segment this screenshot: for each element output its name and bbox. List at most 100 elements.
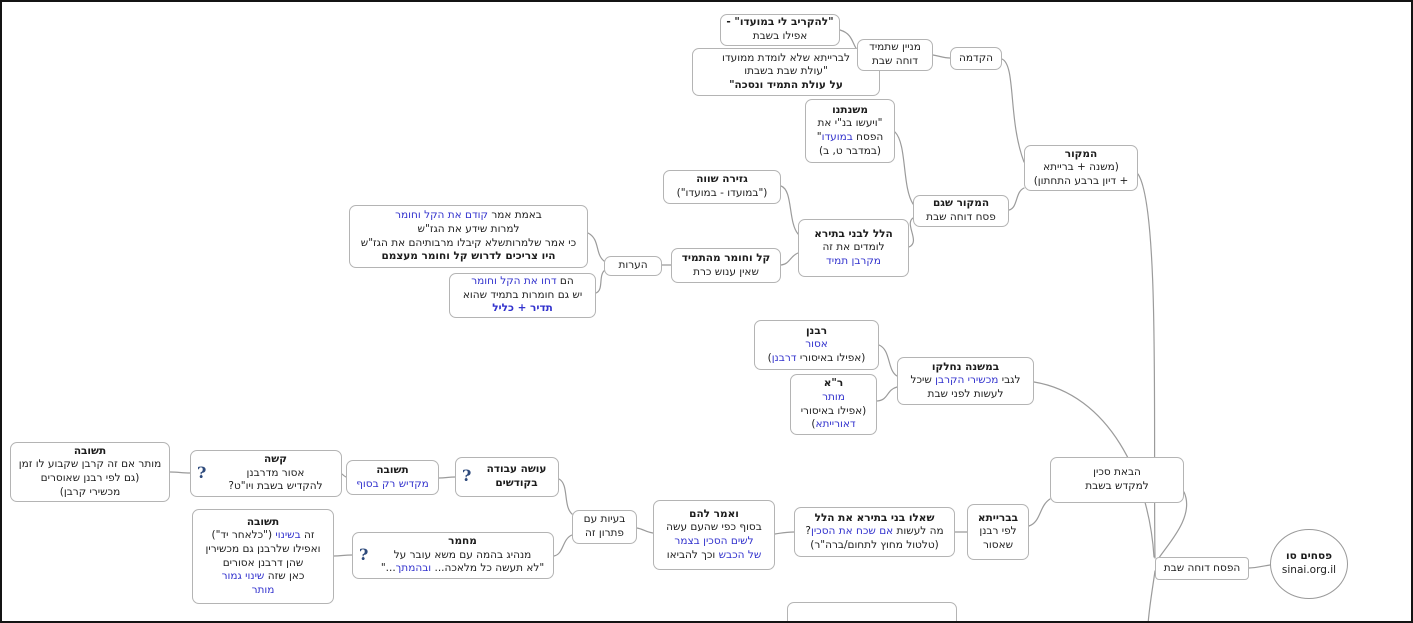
text-line: תשובה (246, 515, 280, 528)
text-line: מכשירי קרבן) (59, 485, 121, 498)
text-segment: לגבי (998, 374, 1021, 387)
text-segment-highlight: בשינוי (275, 529, 301, 542)
node-intro-quote[interactable]: "להקריב לי במועדו" - אפילו בשבת (720, 14, 840, 46)
node-rabanan[interactable]: רבנן אסור (אפילו באיסורי דרבנן) (754, 320, 879, 370)
node-tshuva-shinui[interactable]: תשובה זה בשינוי ("כלאחר יד") ואפילו שלרב… (192, 509, 334, 604)
text-line: ואפילו שלרבנן גם מכשירין (205, 542, 321, 555)
node-tshuva-makdish[interactable]: תשובה מקדיש רק בסוף (346, 460, 439, 495)
text-line: של הכבש וכך להביאו (659, 549, 769, 563)
text-line: מנהיג בהמה עם משא עובר על (393, 548, 532, 561)
connector (333, 554, 353, 557)
text-line: אפילו בשבת (752, 30, 808, 42)
text-line: כי אמר שלמרותשלא קיבלו מרבותיהם את הגז"ש (360, 236, 577, 249)
text-line: במשנה נחלקו (931, 360, 1000, 373)
text-line: "ויעשו בנ"י את (817, 117, 883, 130)
text-line: הבאת סכין (1093, 466, 1141, 479)
text-line: הערות (618, 259, 648, 272)
node-hem-dachu[interactable]: הם דחו את הקל וחומר יש גם חומרות בתמיד ש… (449, 273, 596, 318)
question-icon: ? (359, 544, 369, 564)
node-bayot-im-pitaron[interactable]: בעיות עם פתרון זה (572, 510, 637, 544)
connector (438, 476, 456, 479)
connector (878, 344, 898, 377)
text-line: באמת אמר קודם את הקל וחומר (355, 209, 582, 223)
node-hapesach-doche-shabat[interactable]: הפסח דוחה שבת (1155, 557, 1249, 580)
connector (553, 534, 573, 557)
node-machmar[interactable]: ? מחמר מנהיג בהמה עם משא עובר על "לא תעש… (352, 532, 554, 579)
connector (908, 217, 915, 248)
node-kashe[interactable]: ? קשה אסור מדרבנן להקדיש בשבת ויו"ט? (190, 450, 342, 497)
connector (876, 386, 898, 402)
connector (341, 473, 347, 478)
root-title: פסחים סו (1285, 550, 1333, 563)
node-havaat-sakin[interactable]: הבאת סכין למקדש בשבת (1050, 457, 1184, 503)
connector (558, 478, 573, 515)
text-segment-highlight: אם שכח את הסכין (810, 525, 894, 538)
text-line: תשובה (376, 463, 409, 476)
text-segment-highlight: דרבנן (771, 351, 797, 364)
text-segment: (אפילו באיסורי (796, 351, 866, 364)
text-segment: כאן שזה (264, 570, 305, 583)
node-shaalu-bnei-batira[interactable]: שאלו בני בתירא את הלל מה לעשות אם שכח את… (794, 507, 955, 557)
node-hillel-bnei-batira[interactable]: הלל לבני בתירא לומדים את זה מקרבן תמיד (798, 219, 909, 277)
connector (169, 471, 191, 474)
text-segment: הם (556, 275, 574, 288)
root-site-label: sinai.org.il (1281, 564, 1337, 576)
node-cutoff-bottom[interactable] (787, 602, 957, 621)
connector (1147, 570, 1156, 621)
node-ose-avoda[interactable]: ? עושה עבודה בקודשים (455, 457, 559, 497)
text-line: ("במועדו - במועדו") (676, 187, 768, 199)
node-gzera-shava[interactable]: גזירה שווה ("במועדו - במועדו") (663, 170, 781, 204)
text-line: (טלטול מחוץ לתחום/ברה"ר) (810, 538, 939, 551)
root-node-pesachim-66[interactable]: פסחים סו sinai.org.il (1270, 529, 1348, 599)
text-line: שאלו בני בתירא את הלל (814, 511, 935, 524)
node-kal-vachomer[interactable]: קל וחומר מהתמיד שאין ענוש כרת (671, 248, 781, 283)
connector (780, 252, 799, 266)
text-line: למקדש בשבת (1085, 480, 1149, 492)
text-segment: באמת אמר (487, 209, 542, 222)
text-line: לפי רבנן (979, 525, 1017, 538)
text-line: אסור (805, 338, 828, 351)
node-babraita[interactable]: בברייתא לפי רבנן שאסור (967, 504, 1029, 560)
text-segment: ) (811, 418, 816, 431)
text-line: שהן דרבנן אסורים (222, 556, 304, 569)
node-mishnatenu[interactable]: משנתנו "ויעשו בנ"י את הפסח במועדו" (במדב… (805, 99, 895, 163)
text-segment: ? (805, 525, 811, 538)
text-line: שאין ענוש כרת (693, 265, 759, 278)
text-line: על עולת התמיד ונסכה" (729, 78, 843, 91)
text-line: מניין שתמיד (869, 41, 921, 54)
node-minyan-tamid[interactable]: מניין שתמיד דוחה שבת (857, 39, 933, 71)
text-line: אסור מדרבנן (246, 466, 305, 479)
text-line: המקור (1064, 147, 1098, 160)
text-line: הפסח דוחה שבת (1163, 561, 1241, 574)
node-hearot[interactable]: הערות (604, 256, 662, 276)
text-line: קל וחומר מהתמיד (681, 251, 771, 264)
text-line: יש גם חומרות בתמיד שהוא (462, 288, 583, 301)
text-segment: ("כלאחר יד") (211, 529, 276, 542)
node-bamishna-nechleku[interactable]: במשנה נחלקו לגבי מכשירי הקרבן שיכל לעשות… (897, 357, 1034, 405)
text-line: לומדים את זה (822, 241, 885, 254)
connector (1156, 491, 1188, 562)
text-line: (אפילו באיסורי (800, 404, 867, 417)
text-segment: שיכל (910, 374, 936, 387)
connector (595, 269, 606, 294)
text-segment: "לא תעשה כל מלאכה... (431, 562, 545, 575)
node-makor-shegam[interactable]: המקור שגם פסח דוחה שבת (913, 195, 1009, 227)
node-rabbi-eliezer[interactable]: ר"א מותר (אפילו באיסורי דאורייתא) (790, 374, 877, 435)
connector (780, 185, 799, 235)
node-veamar-lahem[interactable]: ואמר להם בסוף כפי שהעם עשה לשים הסכין בצ… (653, 500, 775, 570)
connector (587, 232, 605, 262)
node-hakdama[interactable]: הקדמה (950, 47, 1002, 70)
node-hamakor[interactable]: המקור (משנה + ברייתא + דיון ברבע התחתון) (1024, 145, 1138, 191)
text-line: בסוף כפי שהעם עשה (666, 521, 762, 534)
text-line: קשה (264, 453, 287, 466)
node-braita-top[interactable]: לברייתא שלא לומדת ממועדו "עולת שבת בשבתו… (692, 48, 880, 96)
text-line: הקדמה (958, 51, 994, 64)
text-segment-highlight: דאורייתא (815, 418, 856, 431)
text-line: פתרון זה (585, 527, 624, 539)
text-line: בעיות עם (583, 513, 626, 526)
node-beemet-amar[interactable]: באמת אמר קודם את הקל וחומר למרות שידע את… (349, 205, 588, 268)
text-segment: " (816, 131, 822, 143)
node-tshuva-mutar[interactable]: תשובה מותר אם זה קרבן שקבוע לו זמן (גם ל… (10, 442, 170, 502)
text-line: למרות שידע את הגז"ש (417, 222, 520, 235)
